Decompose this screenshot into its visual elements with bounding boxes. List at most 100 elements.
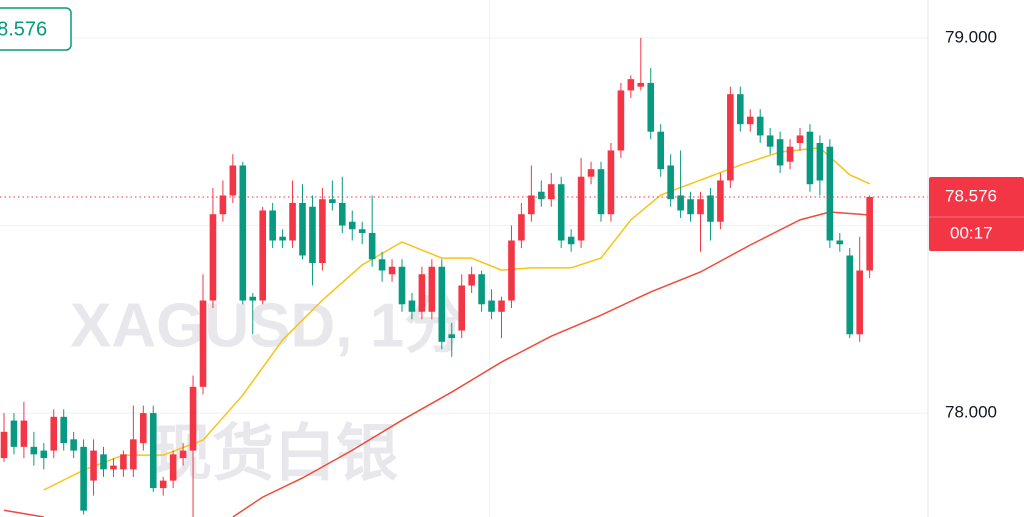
- candle-body: [209, 214, 217, 301]
- candle-body: [239, 165, 247, 301]
- candle-body: [806, 131, 814, 185]
- candle-body: [448, 334, 456, 339]
- candle-body: [70, 439, 77, 451]
- candle-body: [508, 240, 515, 301]
- price-badge: [0, 7, 72, 51]
- candle-body: [0, 431, 8, 459]
- candle-body: [10, 420, 18, 447]
- candle-body: [40, 450, 48, 459]
- candle-body: [348, 221, 356, 230]
- candle-body: [766, 135, 774, 147]
- candle-body: [339, 202, 346, 226]
- y-axis-area: [928, 0, 1024, 517]
- candle-body: [388, 266, 396, 275]
- candle-body: [50, 416, 58, 451]
- candle-body: [737, 94, 744, 125]
- candle-body: [329, 199, 336, 203]
- candle-body: [557, 184, 565, 241]
- candle-body: [120, 454, 127, 470]
- y-tick-label: 78.000: [945, 403, 997, 422]
- candle-body: [30, 446, 38, 455]
- candle-body: [199, 300, 207, 387]
- candle-body: [717, 180, 724, 222]
- candle-body: [259, 210, 266, 301]
- candle-body: [269, 210, 276, 241]
- candle-body: [657, 131, 664, 170]
- current-price-label: 78.576: [945, 186, 997, 205]
- candle-body: [110, 465, 117, 470]
- candle-body: [438, 266, 446, 342]
- candle-body: [518, 214, 525, 241]
- candle-body: [577, 176, 585, 241]
- candle-body: [159, 480, 167, 489]
- candle-body: [90, 450, 97, 481]
- candle-body: [528, 195, 535, 215]
- watermark: XAGUSD, 1分: [70, 291, 466, 360]
- candle-body: [826, 146, 834, 241]
- plot-area: [0, 0, 928, 517]
- candle-body: [140, 413, 147, 444]
- candle-body: [836, 240, 844, 245]
- moving-average: [43, 147, 870, 491]
- y-tick-label: 79.000: [945, 27, 997, 46]
- current-price-badge: [929, 176, 1024, 251]
- candle-body: [627, 79, 635, 91]
- candle-body: [229, 165, 237, 196]
- candle-body: [80, 446, 87, 511]
- candle-body: [727, 94, 734, 181]
- candle-body: [687, 199, 694, 215]
- candle-body: [786, 146, 794, 162]
- countdown: 00:17: [950, 223, 993, 242]
- candle-body: [607, 150, 615, 215]
- candle-body: [697, 199, 704, 215]
- candle-body: [249, 296, 257, 301]
- candle-body: [378, 259, 386, 271]
- candle-body: [279, 236, 286, 241]
- candle-body: [498, 300, 505, 312]
- candle-body: [866, 196, 873, 271]
- candle-body: [478, 274, 485, 305]
- candle-body: [368, 232, 376, 260]
- candle-body: [707, 195, 714, 222]
- candle-body: [100, 454, 107, 470]
- candle-body: [289, 202, 296, 241]
- candle-body: [746, 116, 754, 125]
- candle-body: [20, 420, 28, 447]
- candle-body: [796, 135, 804, 143]
- candle-body: [169, 454, 177, 481]
- moving-average: [3, 211, 870, 517]
- candle-body: [358, 229, 366, 233]
- candle-body: [219, 195, 227, 215]
- candle-body: [319, 199, 326, 264]
- candle-body: [468, 274, 475, 286]
- candle-body: [776, 139, 784, 166]
- candle-body: [567, 236, 575, 245]
- candle-body: [299, 202, 306, 256]
- candle-body: [547, 184, 555, 200]
- candle-body: [816, 142, 824, 181]
- candle-body: [856, 270, 863, 335]
- candle-body: [179, 450, 187, 459]
- candle-body: [587, 169, 595, 177]
- candle-body: [418, 274, 426, 312]
- candle-body: [667, 165, 674, 200]
- candle-body: [60, 416, 67, 444]
- candle-body: [458, 285, 465, 331]
- candle-body: [538, 191, 545, 200]
- candle-body: [488, 300, 495, 312]
- candle-body: [617, 90, 625, 151]
- candle-body: [637, 82, 645, 87]
- candle-body: [149, 413, 157, 489]
- candle-body: [130, 439, 137, 470]
- candle-body: [597, 169, 605, 215]
- candle-body: [677, 195, 684, 211]
- price-badge-label: 78.576: [0, 18, 47, 40]
- candle-body: [647, 82, 655, 132]
- candle-body: [398, 266, 406, 305]
- candle-body: [408, 300, 416, 312]
- candle-body: [846, 255, 854, 335]
- candle-body: [309, 206, 316, 264]
- watermark-sub: 现货白银: [150, 419, 398, 488]
- candle-body: [189, 386, 197, 451]
